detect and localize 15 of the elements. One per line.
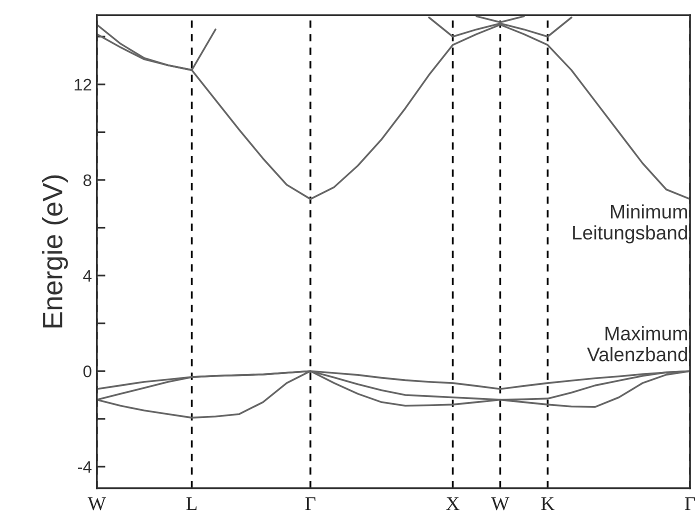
- x-tick-label: X: [446, 497, 460, 510]
- y-tick-label: 12: [74, 78, 92, 90]
- x-tick-label: L: [186, 497, 197, 510]
- y-tick-label: 0: [83, 366, 92, 378]
- y-tick-label: 4: [83, 270, 92, 282]
- x-tick-label: Γ: [684, 497, 696, 510]
- x-tick-label: W: [88, 497, 106, 510]
- x-tick-label: K: [541, 497, 554, 510]
- y-axis-title: Energie (eV): [42, 175, 68, 328]
- y-tick-label: 8: [83, 174, 92, 186]
- annotation: Maximum Valenzband: [587, 326, 688, 362]
- y-tick-label: -4: [78, 461, 92, 473]
- x-tick-label: Γ: [305, 497, 316, 510]
- x-tick-label: W: [491, 497, 510, 510]
- annotation: Minimum Leitungsband: [573, 204, 688, 244]
